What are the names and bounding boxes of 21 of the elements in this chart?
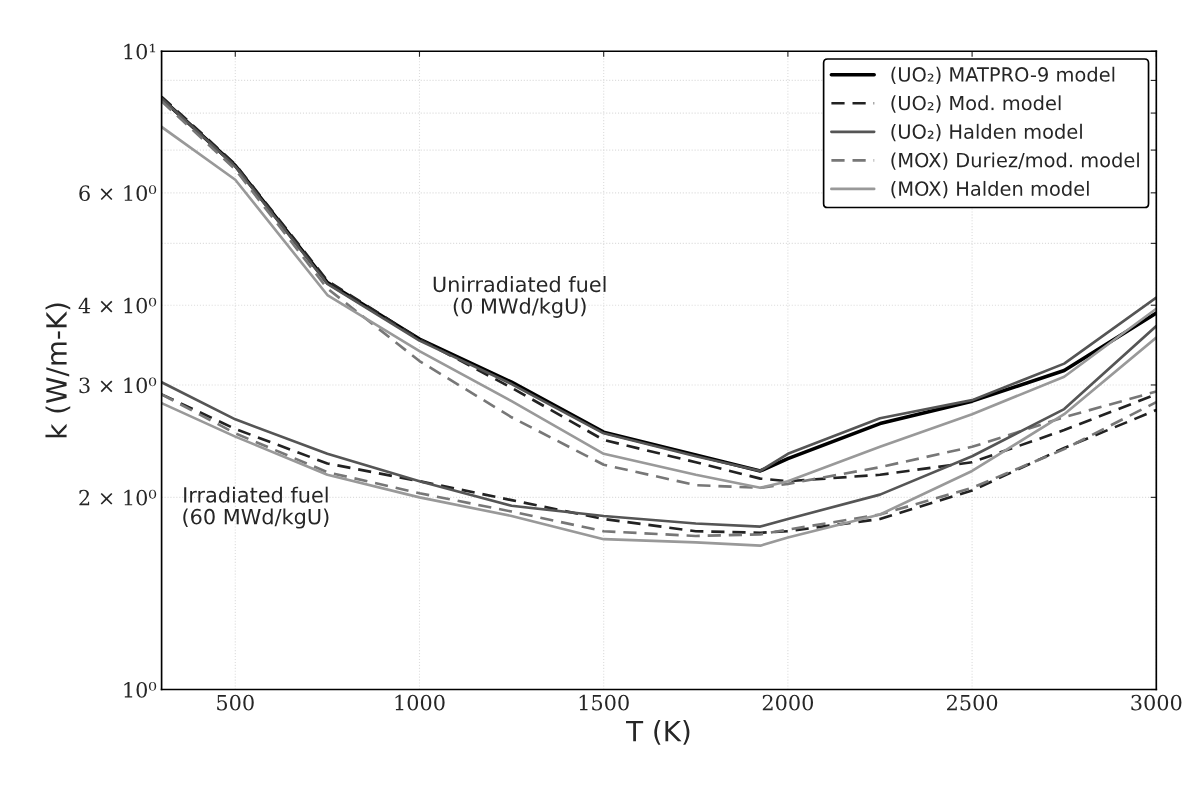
y-tick-label: 6 × 10⁰ <box>79 185 157 202</box>
x-tick-label: 3000 <box>1131 694 1182 711</box>
x-tick-label: 2000 <box>762 694 814 711</box>
legend-label: (UO₂) Mod. model <box>891 95 1061 113</box>
x-tick-label: 2500 <box>947 694 998 711</box>
y-axis-title: k (W/m-K) <box>45 303 71 438</box>
x-axis-title: T (K) <box>626 720 690 745</box>
x-tick-label: 500 <box>217 694 254 711</box>
legend-label: (MOX) Halden model <box>891 180 1089 199</box>
annotation: Unirradiated fuel (0 MWd/kgU) <box>433 276 606 318</box>
annotation: Irradiated fuel (60 MWd/kgU) <box>183 486 329 529</box>
legend-label: (UO₂) MATPRO-9 model <box>891 66 1115 85</box>
y-tick-label: 10⁰ <box>124 681 157 698</box>
y-tick-label: 10¹ <box>124 43 156 60</box>
y-tick-label: 4 × 10⁰ <box>78 297 157 314</box>
y-tick-label: 2 × 10⁰ <box>79 489 157 506</box>
y-tick-label: 3 × 10⁰ <box>79 377 157 394</box>
legend-label: (UO₂) Halden model <box>891 123 1082 142</box>
legend-label: (MOX) Duriez/mod. model <box>891 152 1139 170</box>
x-tick-label: 1000 <box>395 694 445 711</box>
x-tick-label: 1500 <box>579 694 629 711</box>
